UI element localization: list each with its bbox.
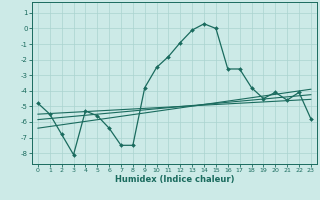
X-axis label: Humidex (Indice chaleur): Humidex (Indice chaleur) [115, 175, 234, 184]
